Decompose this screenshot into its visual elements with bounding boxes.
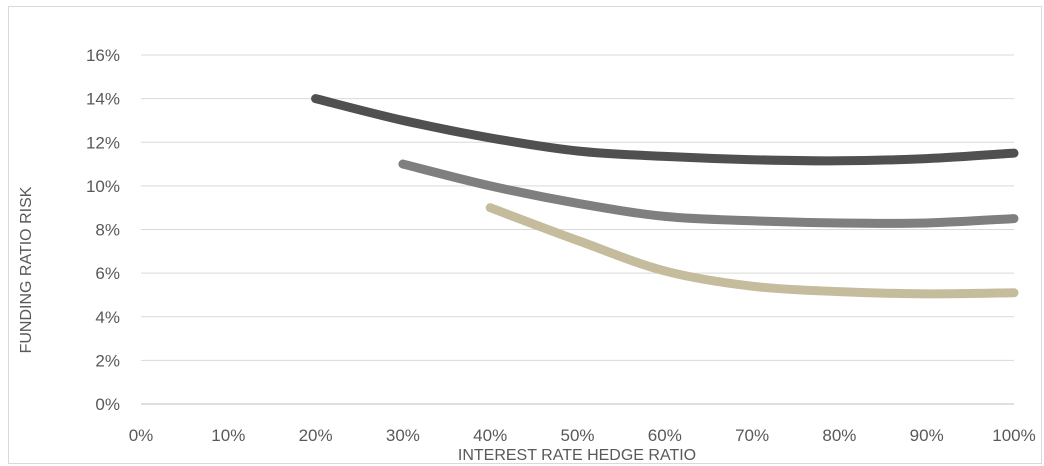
series-line-1 [311, 94, 1019, 166]
x-tick-label: 80% [822, 426, 856, 445]
y-tick-label: 14% [86, 90, 120, 109]
x-tick-label: 50% [560, 426, 594, 445]
x-axis-ticks: 0% 10% 20% 30% 40% 50% 60% 70% 80% 90% 100% [129, 426, 1036, 445]
y-tick-label: 10% [86, 177, 120, 196]
y-tick-label: 4% [95, 308, 120, 327]
y-tick-label: 12% [86, 133, 120, 152]
series-line-2 [398, 159, 1019, 228]
x-axis-title: INTEREST RATE HEDGE RATIO [458, 447, 696, 464]
x-tick-label: 10% [211, 426, 245, 445]
x-tick-label: 70% [735, 426, 769, 445]
y-axis-title: FUNDING RATIO RISK [18, 186, 35, 353]
series-line-3 [485, 203, 1019, 299]
y-tick-label: 0% [95, 395, 120, 414]
x-tick-label: 30% [386, 426, 420, 445]
y-tick-label: 6% [95, 264, 120, 283]
series-lines [311, 94, 1019, 299]
y-tick-label: 16% [86, 46, 120, 65]
y-tick-label: 8% [95, 221, 120, 240]
x-tick-label: 60% [648, 426, 682, 445]
y-tick-label: 2% [95, 351, 120, 370]
x-tick-label: 20% [299, 426, 333, 445]
x-tick-label: 90% [910, 426, 944, 445]
x-tick-label: 40% [473, 426, 507, 445]
x-tick-label: 100% [992, 426, 1035, 445]
chart-frame [8, 6, 1042, 464]
y-axis-ticks: 0% 2% 4% 6% 8% 10% 12% 14% 16% [86, 46, 120, 414]
grid-lines [141, 54, 1014, 405]
x-tick-label: 0% [129, 426, 154, 445]
